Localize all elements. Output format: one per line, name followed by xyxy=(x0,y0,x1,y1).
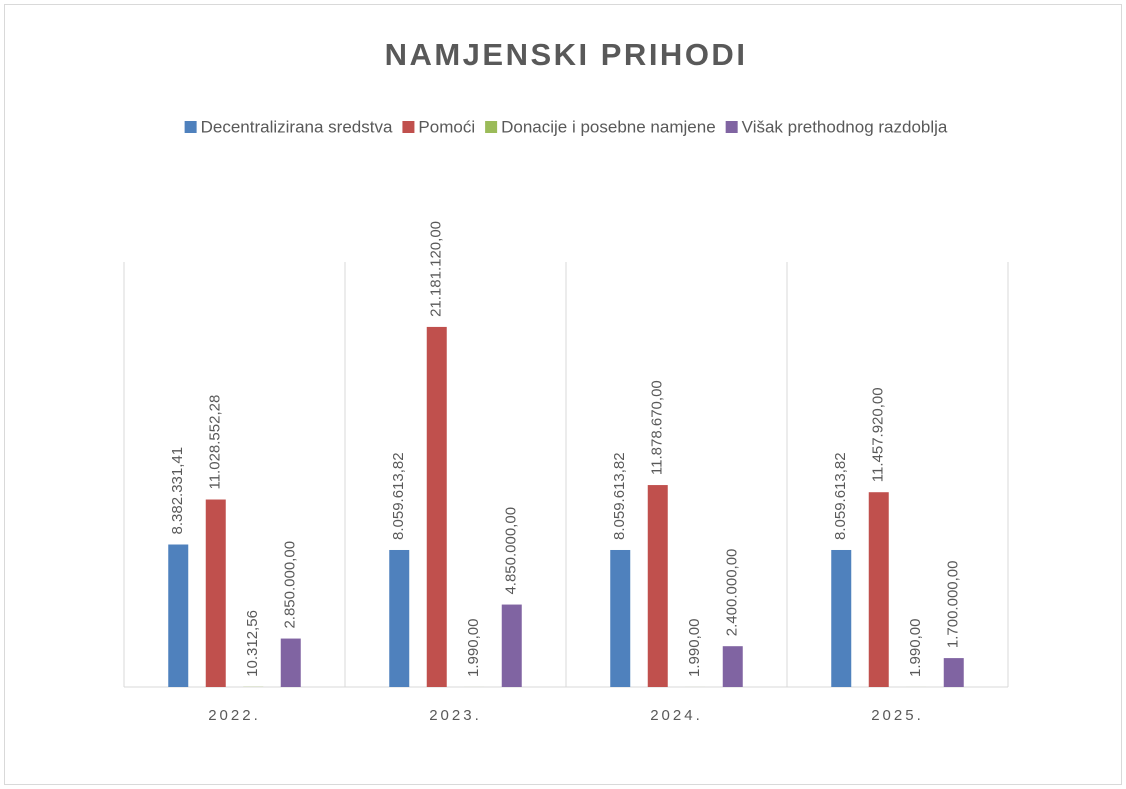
chart-title: NAMJENSKI PRIHODI xyxy=(385,37,748,72)
legend-swatch xyxy=(402,121,415,133)
x-tick-label: 2025. xyxy=(871,707,924,724)
bar xyxy=(280,638,301,687)
bar xyxy=(205,499,226,687)
data-label: 1.990,00 xyxy=(465,619,482,677)
data-label: 11.457.920,00 xyxy=(870,387,887,482)
data-label: 8.059.613,82 xyxy=(611,452,628,540)
bar xyxy=(389,549,410,687)
x-tick-label: 2024. xyxy=(650,707,703,724)
data-label: 8.059.613,82 xyxy=(832,452,849,540)
chart-border xyxy=(4,4,1122,785)
x-tick-label: 2022. xyxy=(208,707,261,724)
bar xyxy=(501,604,522,687)
data-label: 2.400.000,00 xyxy=(724,549,741,637)
bar xyxy=(426,326,447,687)
bar xyxy=(647,485,668,687)
data-label: 1.700.000,00 xyxy=(945,561,962,649)
legend-label: Pomoći xyxy=(418,117,475,136)
legend-swatch xyxy=(485,121,498,133)
legend-label: Višak prethodnog razdoblja xyxy=(742,117,948,136)
data-label: 21.181.120,00 xyxy=(428,221,445,317)
x-tick-label: 2023. xyxy=(429,707,482,724)
data-label: 4.850.000,00 xyxy=(503,507,520,595)
data-label: 1.990,00 xyxy=(686,619,703,677)
bar xyxy=(168,544,189,687)
data-label: 8.059.613,82 xyxy=(390,452,407,540)
data-label: 2.850.000,00 xyxy=(282,541,299,629)
bar xyxy=(610,549,631,687)
bar xyxy=(722,646,743,687)
legend-label: Donacije i posebne namjene xyxy=(501,117,716,136)
bar xyxy=(943,658,964,687)
legend-label: Decentralizirana sredstva xyxy=(201,117,393,136)
data-label: 10.312,56 xyxy=(244,610,261,677)
data-label: 1.990,00 xyxy=(907,619,924,677)
data-label: 11.878.670,00 xyxy=(649,380,666,475)
legend-swatch xyxy=(725,121,738,133)
bar xyxy=(831,549,852,687)
bar xyxy=(868,492,889,687)
data-label: 8.382.331,41 xyxy=(169,447,186,535)
legend-swatch xyxy=(184,121,197,133)
data-label: 11.028.552,28 xyxy=(207,395,224,490)
